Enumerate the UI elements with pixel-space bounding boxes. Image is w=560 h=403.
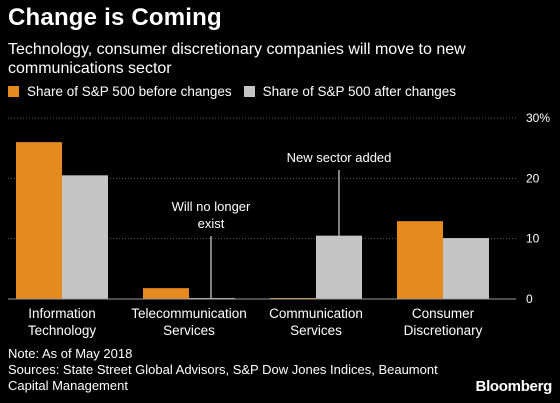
annotation-text: exist	[198, 216, 225, 231]
x-tick-label: Services	[163, 323, 215, 338]
legend-label-before: Share of S&P 500 before changes	[27, 83, 232, 99]
bar-before	[16, 142, 62, 299]
x-tick-label: Telecommunication	[131, 306, 247, 321]
x-tick-label: Technology	[28, 323, 97, 338]
legend-item-after: Share of S&P 500 after changes	[243, 83, 457, 99]
legend-item-before: Share of S&P 500 before changes	[8, 84, 232, 99]
bar-before	[143, 288, 189, 299]
x-tick-label: Communication	[269, 306, 363, 321]
x-tick-label: Services	[290, 323, 342, 338]
legend-swatch-before	[8, 85, 19, 97]
chart-subtitle: Technology, consumer discretionary compa…	[8, 41, 466, 77]
y-tick-label: 20	[526, 171, 540, 185]
legend-swatch-after	[243, 85, 255, 97]
y-tick-label: 0	[526, 292, 533, 306]
chart-footer: Note: As of May 2018 Sources: State Stre…	[8, 346, 458, 394]
y-tick-label: 10	[526, 232, 540, 246]
footer-sources: Sources: State Street Global Advisors, S…	[8, 362, 438, 393]
legend: Share of S&P 500 before changes Share of…	[8, 82, 468, 100]
bar-before	[397, 221, 443, 299]
annotation-text: Will no longer	[172, 199, 251, 214]
x-tick-label: Information	[28, 306, 96, 321]
footer-note: Note: As of May 2018	[8, 346, 133, 361]
annotation-text: New sector added	[287, 150, 392, 165]
y-tick-label: 30%	[526, 111, 550, 125]
x-tick-label: Consumer	[412, 306, 475, 321]
legend-label-after: Share of S&P 500 after changes	[262, 83, 457, 99]
x-tick-label: Discretionary	[404, 323, 483, 338]
bar-after	[62, 175, 108, 299]
chart-title: Change is Coming	[8, 4, 222, 31]
bloomberg-logo: Bloomberg	[475, 378, 553, 395]
bar-after	[316, 235, 362, 299]
bar-after	[443, 238, 489, 299]
